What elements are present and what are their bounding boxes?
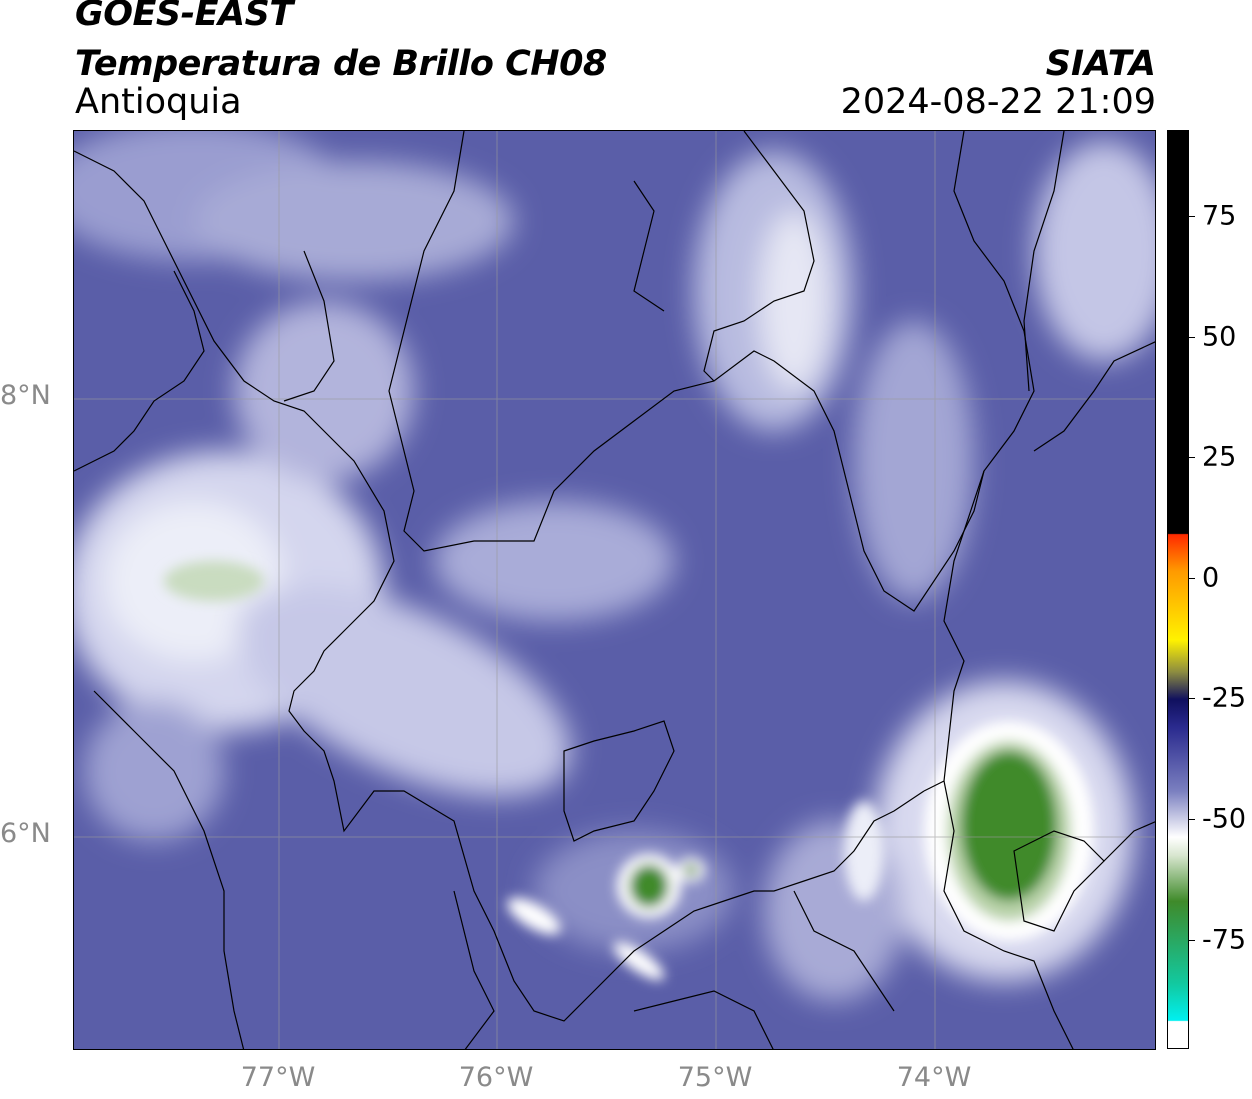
colorbar-label-minus25: -25 xyxy=(1202,682,1247,714)
agency-label: SIATA xyxy=(1045,44,1156,84)
colorbar-label-50: 50 xyxy=(1202,321,1237,353)
colorbar-gradient xyxy=(1168,131,1188,1048)
colorbar-label-25: 25 xyxy=(1202,441,1237,473)
temperature-field xyxy=(74,131,1155,1001)
colorbar-tick xyxy=(1189,698,1195,700)
colorbar-tick xyxy=(1189,940,1195,942)
satellite-title: GOES-EAST xyxy=(75,0,293,34)
lon-label-76w: 76°W xyxy=(458,1062,534,1093)
lon-label-75w: 75°W xyxy=(677,1062,753,1093)
lat-label-6n: 6°N xyxy=(0,818,51,849)
colorbar xyxy=(1167,130,1189,1049)
region-subtitle: Antioquia xyxy=(75,82,242,122)
boundaries xyxy=(74,131,1155,1049)
colorbar-tick xyxy=(1189,216,1195,218)
colorbar-label-minus50: -50 xyxy=(1202,803,1247,835)
colorbar-label-minus75: -75 xyxy=(1202,924,1247,956)
lon-label-77w: 77°W xyxy=(240,1062,316,1093)
colorbar-label-75: 75 xyxy=(1202,200,1237,232)
colorbar-tick xyxy=(1189,819,1195,821)
colorbar-label-0: 0 xyxy=(1202,562,1220,594)
lon-label-74w: 74°W xyxy=(896,1062,972,1093)
gridlines xyxy=(74,131,1155,1049)
product-title: Temperatura de Brillo CH08 xyxy=(75,44,607,84)
colorbar-tick xyxy=(1189,578,1195,580)
colorbar-tick xyxy=(1189,457,1195,459)
map-canvas xyxy=(74,131,1155,1049)
colorbar-tick xyxy=(1189,337,1195,339)
timestamp-label: 2024-08-22 21:09 xyxy=(840,82,1156,122)
lat-label-8n: 8°N xyxy=(0,380,51,411)
satellite-map[interactable] xyxy=(73,130,1156,1050)
cloud-tops xyxy=(164,561,1094,981)
